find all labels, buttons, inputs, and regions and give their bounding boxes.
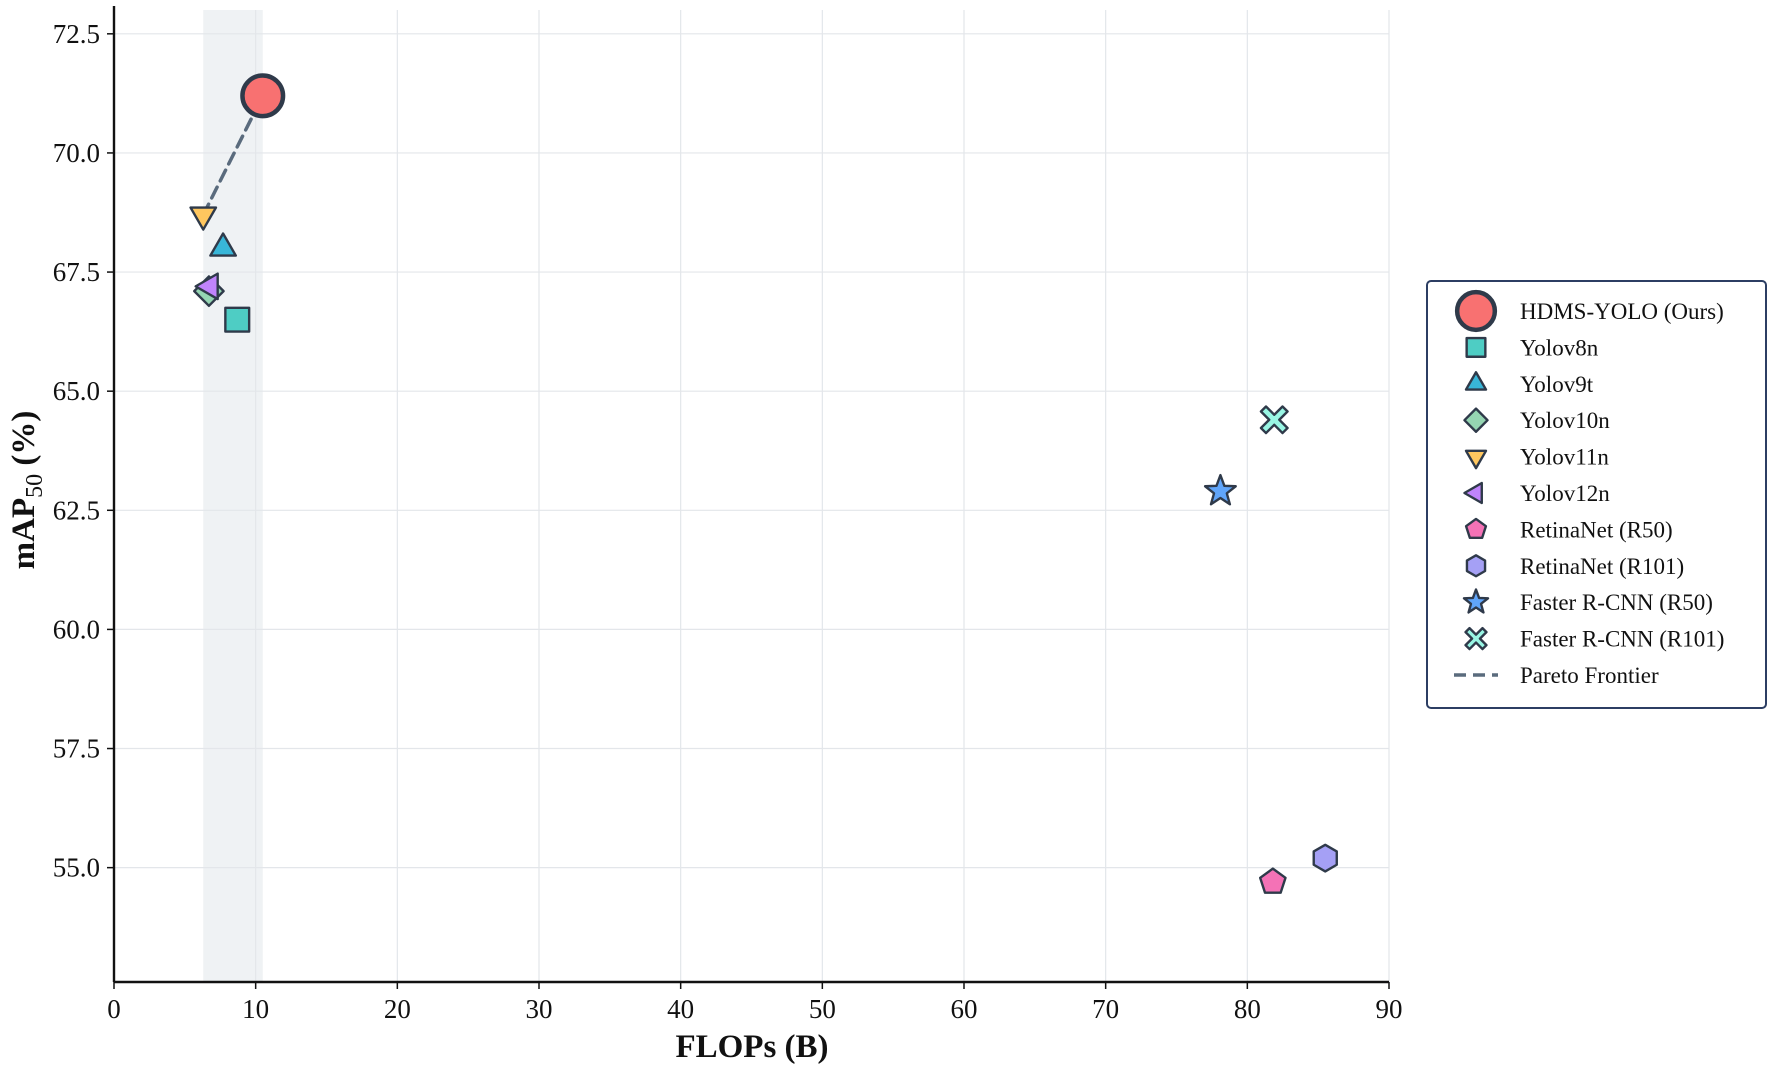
y-tick-label: 72.5 [53, 19, 100, 49]
y-tick-label: 57.5 [53, 734, 100, 764]
y-tick-label: 60.0 [53, 614, 100, 644]
y-tick-label: 67.5 [53, 257, 100, 287]
data-point-yolov12n [194, 272, 219, 301]
y-axis-title: mAP50 (%) [6, 411, 48, 570]
y-tick-labels: 55.0 57.5 60.0 62.5 65.0 67.5 70.0 72.5 [53, 19, 100, 883]
legend-marker-yolov12n [1463, 481, 1483, 505]
data-point-yolov11n [189, 206, 218, 231]
y-axis-title-suffix: (%) [6, 411, 42, 474]
data-point-yolov9t [209, 232, 238, 257]
legend-frame [1426, 280, 1767, 709]
data-points-layer [189, 73, 1338, 894]
y-tick-label: 55.0 [53, 853, 100, 883]
x-tick-label: 60 [951, 994, 978, 1024]
legend-marker-retinanet-r50 [1464, 517, 1488, 540]
x-tick-label: 50 [809, 994, 836, 1024]
x-axis-title: FLOPs (B) [675, 1029, 828, 1065]
highlight-band [203, 10, 263, 982]
data-point-faster-r-cnn-r50 [1203, 473, 1237, 506]
legend-marker-yolov10n [1463, 407, 1489, 433]
legend-label-yolov10n: Yolov10n [1520, 408, 1610, 433]
legend-label-hdms-yolo-ours: HDMS-YOLO (Ours) [1520, 299, 1724, 324]
x-tick-label: 90 [1376, 994, 1403, 1024]
y-axis-title-main: mAP [6, 498, 42, 569]
legend-marker-yolov11n [1464, 449, 1488, 470]
x-tick-label: 80 [1234, 994, 1261, 1024]
legend-label-yolov11n: Yolov11n [1520, 445, 1609, 470]
legend-label-yolov9t: Yolov9t [1520, 372, 1594, 397]
grid-layer [113, 10, 1390, 982]
y-axis-title-subscript: 50 [22, 474, 48, 498]
x-tick-labels: 0 10 20 30 40 50 60 70 80 90 [107, 994, 1402, 1024]
legend-marker-hdms-yolo-ours [1454, 289, 1498, 333]
legend-label-yolov12n: Yolov12n [1520, 481, 1610, 506]
legend-label-retinanet-r50: RetinaNet (R50) [1520, 517, 1673, 542]
data-point-faster-r-cnn-r101 [1259, 405, 1289, 435]
x-tick-label: 70 [1092, 994, 1119, 1024]
x-tick-label: 0 [107, 994, 121, 1024]
data-point-retinanet-r50 [1258, 867, 1287, 894]
x-tick-label: 20 [384, 994, 411, 1024]
y-tick-label: 70.0 [53, 138, 100, 168]
data-point-hdms-yolo-ours [240, 73, 286, 119]
legend-label-pareto-frontier: Pareto Frontier [1520, 663, 1659, 688]
legend-marker-faster-r-cnn-r101 [1464, 626, 1488, 651]
highlight-band-layer [203, 10, 263, 982]
legend-marker-yolov8n [1465, 336, 1487, 358]
x-tick-label: 10 [242, 994, 269, 1024]
legend-marker-retinanet-r101 [1465, 554, 1487, 578]
x-tick-label: 30 [526, 994, 553, 1024]
pareto-frontier-line [201, 94, 265, 217]
y-tick-label: 65.0 [53, 376, 100, 406]
legend-marker-faster-r-cnn-r50 [1462, 588, 1490, 614]
legend-label-faster-r-cnn-r50: Faster R-CNN (R50) [1520, 590, 1713, 615]
legend-label-faster-r-cnn-r101: Faster R-CNN (R101) [1520, 627, 1724, 652]
axes-layer [107, 6, 1390, 989]
data-point-retinanet-r101 [1312, 843, 1338, 873]
y-tick-label: 62.5 [53, 495, 100, 525]
legend-label-yolov8n: Yolov8n [1520, 335, 1599, 360]
x-tick-label: 40 [667, 994, 694, 1024]
data-point-yolov8n [224, 306, 251, 333]
legend-label-retinanet-r101: RetinaNet (R101) [1520, 554, 1684, 579]
legend-marker-yolov9t [1464, 371, 1488, 391]
legend-items: HDMS-YOLO (Ours) Yolov8n Yolov9t Yolov10n Yo… [1454, 289, 1724, 688]
legend: HDMS-YOLO (Ours) Yolov8n Yolov9t Yolov10n Yo… [1426, 280, 1767, 709]
pareto-frontier-layer [201, 94, 265, 217]
